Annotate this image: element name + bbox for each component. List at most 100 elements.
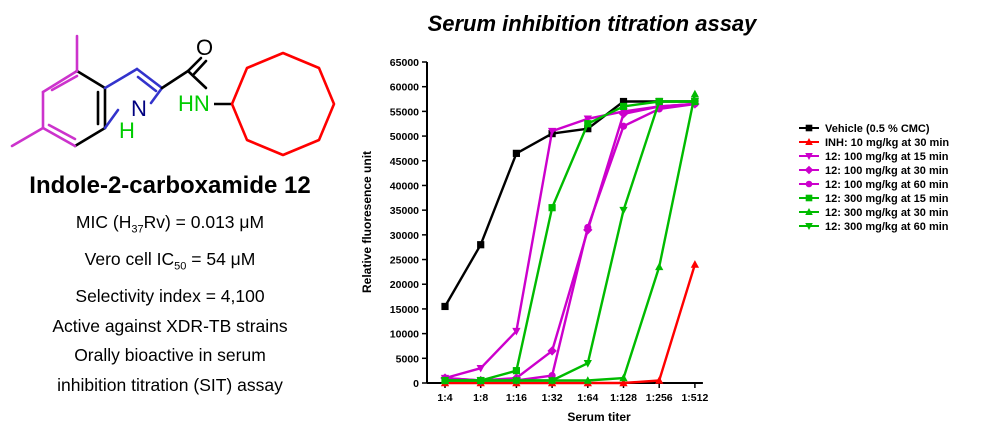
data-point: [618, 109, 629, 119]
legend-swatch-marker: [805, 124, 813, 132]
ring-nitrogen-label: N: [131, 96, 147, 121]
legend-entry: 12: 300 mg/kg at 15 min: [799, 193, 949, 205]
oral-line-2: inhibition titration (SIT) assay: [57, 374, 283, 395]
data-point: [584, 120, 592, 128]
series-6: [440, 89, 700, 384]
legend-entry: 12: 100 mg/kg at 15 min: [799, 151, 949, 163]
legend-entry: 12: 100 mg/kg at 60 min: [799, 179, 949, 191]
oxygen-label: O: [196, 35, 213, 60]
series-line: [445, 264, 697, 385]
ring-hydrogen-label: H: [119, 118, 135, 143]
data-point: [619, 378, 628, 387]
y-tick-label: 10000: [390, 329, 419, 341]
legend-entry: 12: 300 mg/kg at 60 min: [799, 221, 949, 233]
amide-nh-label: HN: [178, 91, 210, 116]
legend-entry: Vehicle (0.5 % CMC): [799, 123, 930, 135]
methyl-groups: [10, 34, 79, 148]
cyclooctyl-ring: [230, 51, 336, 157]
legend-swatch-marker: [804, 165, 814, 175]
x-tick-label: 1:16: [506, 392, 527, 404]
data-point: [619, 97, 628, 106]
data-point: [619, 206, 628, 215]
sit-assay-chart: Serum inhibition titration assay 0 5000 10…: [360, 11, 949, 424]
data-point: [655, 98, 664, 106]
series-line: [445, 100, 695, 382]
y-tick-label: 30000: [390, 230, 419, 242]
pyrrole-ring: [103, 67, 164, 130]
data-point: [547, 127, 557, 136]
data-point: [547, 377, 557, 385]
data-point: [583, 115, 592, 124]
data-point: [440, 377, 450, 385]
molecule-structure: N H O HN: [10, 34, 336, 157]
series-0: [441, 97, 699, 311]
y-tick-label: 50000: [390, 131, 419, 143]
data-point: [548, 204, 556, 212]
data-point: [619, 373, 628, 382]
legend-swatch-marker: [805, 153, 813, 160]
legend-swatch-marker: [805, 180, 813, 188]
y-tick-label: 0: [413, 378, 419, 390]
series-5: [441, 97, 699, 385]
y-axis-label: Relative fluoresence unit: [360, 151, 374, 293]
y-tick-label: 5000: [396, 353, 420, 365]
y-tick-label: 65000: [390, 57, 419, 69]
legend-label: 12: 300 mg/kg at 30 min: [825, 207, 949, 219]
data-point: [476, 364, 485, 373]
legend-label: 12: 100 mg/kg at 30 min: [825, 165, 949, 177]
legend-label: 12: 100 mg/kg at 60 min: [825, 179, 949, 191]
benzene-ring: [41, 69, 107, 148]
oral-line-1: Orally bioactive in serum: [74, 345, 266, 365]
data-point: [619, 102, 628, 111]
x-tick-label: 1:8: [473, 392, 488, 404]
legend-entry: INH: 10 mg/kg at 30 min: [799, 137, 949, 149]
data-point: [441, 302, 449, 311]
legend-swatch-marker: [805, 223, 813, 230]
legend-label: INH: 10 mg/kg at 30 min: [825, 137, 949, 149]
xdr-line: Active against XDR-TB strains: [52, 315, 288, 336]
y-tick-label: 35000: [390, 205, 419, 217]
legend-swatch-marker: [805, 138, 813, 145]
series-7: [440, 98, 700, 385]
mic-line: MIC (H37Rv) = 0.013 μM: [75, 212, 265, 236]
y-tick-label: 25000: [390, 255, 419, 267]
x-axis-label: Serum titer: [567, 410, 631, 424]
data-point: [690, 98, 700, 106]
selectivity-line: Selectivity index = 4,100: [75, 286, 265, 306]
data-point: [547, 346, 557, 356]
y-tick-label: 20000: [390, 279, 419, 291]
y-tick-label: 15000: [390, 304, 419, 316]
legend-swatch-marker: [805, 208, 813, 215]
legend-entry: 12: 100 mg/kg at 30 min: [799, 165, 949, 177]
x-tick-label: 1:512: [681, 392, 708, 404]
y-tick-label: 60000: [390, 82, 419, 94]
compound-title: Indole-2-carboxamide 12: [29, 172, 311, 199]
x-tick-label: 1:256: [646, 392, 673, 404]
legend-label: Vehicle (0.5 % CMC): [825, 123, 930, 135]
data-point: [512, 377, 521, 385]
legend-label: 12: 300 mg/kg at 60 min: [825, 221, 949, 233]
data-point: [476, 377, 485, 385]
chart-legend: Vehicle (0.5 % CMC) INH: 10 mg/kg at 30 m…: [799, 123, 949, 233]
y-tick-label: 55000: [390, 106, 419, 118]
amide-bonds: [160, 56, 208, 90]
data-point: [583, 376, 592, 384]
legend-label: 12: 300 mg/kg at 15 min: [825, 193, 949, 205]
data-point: [690, 260, 700, 268]
x-tick-label: 1:4: [437, 392, 452, 404]
legend-label: 12: 100 mg/kg at 15 min: [825, 151, 949, 163]
data-point: [584, 223, 592, 232]
y-tick-label: 45000: [390, 156, 419, 168]
vero-line: Vero cell IC50 = 54 μM: [84, 249, 256, 273]
data-point: [655, 262, 664, 271]
data-point: [512, 149, 520, 157]
data-point: [583, 360, 592, 368]
data-point: [690, 89, 700, 98]
x-tick-label: 1:64: [577, 392, 598, 404]
data-point: [512, 327, 521, 336]
x-tick-label: 1:32: [542, 392, 563, 404]
chart-series: [440, 89, 700, 387]
data-point: [477, 241, 485, 249]
series-line: [445, 100, 695, 382]
y-tick-label: 40000: [390, 180, 419, 192]
